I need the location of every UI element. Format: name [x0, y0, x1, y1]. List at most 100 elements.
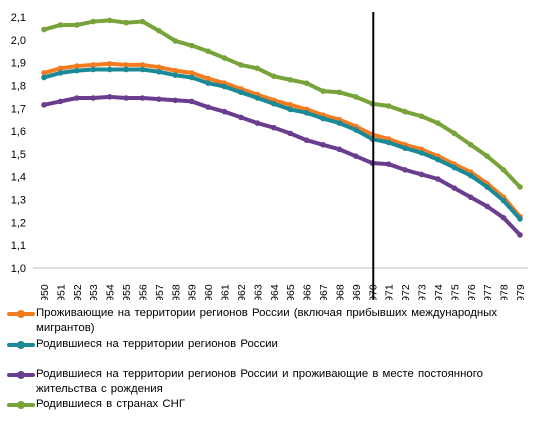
data-point — [467, 172, 474, 179]
data-point — [74, 95, 80, 101]
line-chart: 1,0 1,1 1,2 1,3 1,4 1,5 1,6 1,7 1,8 1,9 2,0 2,1 195… — [11, 12, 528, 300]
x-tick-label: 1979 — [515, 284, 527, 300]
x-tick-label: 1974 — [433, 284, 445, 300]
y-tick-label: 1,7 — [11, 103, 26, 115]
data-point — [254, 65, 261, 72]
data-point — [254, 120, 261, 126]
data-point — [123, 19, 129, 26]
series-1 — [41, 66, 523, 222]
legend-item-born-in-cis: Родившиеся в странах СНГ — [6, 397, 531, 412]
data-point — [385, 103, 392, 109]
data-point — [517, 232, 523, 238]
legend-item-born-in-russia: Родившиеся на территории регионов России — [6, 337, 531, 352]
data-point — [205, 80, 211, 86]
data-point — [90, 95, 97, 101]
data-point — [156, 64, 162, 70]
x-tick-label: 1954 — [105, 284, 117, 300]
x-tick-label: 1965 — [285, 284, 297, 300]
series-layer — [41, 17, 523, 238]
data-point — [74, 67, 80, 74]
data-point — [156, 68, 162, 75]
legend-label: Родившиеся в странах СНГ — [36, 398, 186, 410]
y-tick-label: 1,6 — [11, 126, 26, 138]
data-point — [172, 97, 179, 104]
data-point — [41, 70, 47, 76]
data-point — [123, 62, 129, 68]
data-point — [57, 22, 64, 28]
legend-item-residents: Проживающие на территории регионов Росси… — [6, 306, 531, 336]
data-point — [238, 114, 244, 121]
x-tick-label: 1976 — [466, 284, 478, 300]
data-point — [353, 94, 359, 100]
series-0 — [41, 60, 523, 220]
series-2 — [41, 94, 523, 238]
data-point — [41, 74, 47, 81]
x-tick-label: 1957 — [154, 284, 166, 300]
legend-swatch — [6, 397, 36, 412]
data-point — [484, 153, 490, 159]
data-point — [123, 95, 129, 101]
data-point — [106, 94, 113, 100]
data-point — [188, 98, 195, 105]
data-point — [57, 70, 64, 76]
data-point — [74, 22, 80, 28]
data-point — [221, 83, 228, 90]
data-point — [484, 203, 490, 210]
data-point — [336, 89, 343, 96]
x-axis: 1950 1951 1952 1953 1954 1955 1956 1957 1958 1959… — [33, 267, 528, 300]
data-point — [205, 75, 211, 82]
data-point — [517, 216, 523, 222]
x-tick-label: 1975 — [449, 284, 461, 300]
y-tick-label: 1,9 — [11, 58, 26, 70]
data-point — [353, 153, 359, 159]
legend-swatch — [6, 306, 36, 321]
data-point — [172, 72, 179, 78]
data-point — [156, 27, 162, 34]
data-point — [57, 65, 64, 72]
data-point — [205, 48, 211, 55]
data-point — [172, 38, 179, 44]
x-tick-label: 1958 — [170, 284, 182, 300]
y-tick-label: 1,0 — [11, 263, 26, 275]
data-point — [139, 62, 146, 68]
data-point — [90, 62, 97, 68]
data-point — [451, 185, 458, 191]
data-point — [139, 18, 146, 25]
legend-item-born-and-living-since-birth: Родившиеся на территории регионов России… — [6, 367, 531, 397]
data-point — [353, 127, 359, 133]
x-tick-label: 1966 — [302, 284, 314, 300]
data-point — [500, 215, 507, 221]
x-tick-label: 1951 — [55, 284, 67, 300]
legend-label: Родившиеся на территории регионов России… — [36, 368, 483, 395]
data-point — [90, 66, 97, 73]
data-point — [303, 137, 310, 144]
data-point — [418, 149, 425, 156]
data-point — [156, 96, 162, 102]
data-point — [385, 161, 392, 167]
data-point — [467, 141, 474, 148]
x-tick-label: 1953 — [88, 284, 100, 300]
data-point — [402, 167, 408, 173]
legend-swatch — [6, 367, 36, 382]
data-point — [467, 194, 474, 201]
data-point — [451, 130, 458, 137]
data-point — [402, 108, 408, 115]
x-tick-label: 1963 — [252, 284, 264, 300]
data-point — [500, 167, 507, 173]
data-point — [287, 102, 294, 108]
x-tick-label: 1964 — [269, 284, 281, 300]
legend-label: Проживающие на территории регионов Росси… — [36, 307, 498, 334]
y-tick-label: 2,1 — [11, 12, 26, 24]
x-tick-label: 1952 — [72, 284, 84, 300]
data-point — [484, 184, 490, 190]
data-point — [336, 120, 343, 126]
data-point — [303, 80, 310, 86]
y-tick-label: 1,3 — [11, 195, 26, 207]
data-point — [90, 18, 97, 25]
data-point — [270, 124, 277, 131]
data-point — [188, 70, 195, 76]
x-tick-label: 1961 — [220, 284, 232, 300]
x-tick-label: 1960 — [203, 284, 215, 300]
data-point — [139, 66, 146, 73]
x-tick-label: 1967 — [318, 284, 330, 300]
